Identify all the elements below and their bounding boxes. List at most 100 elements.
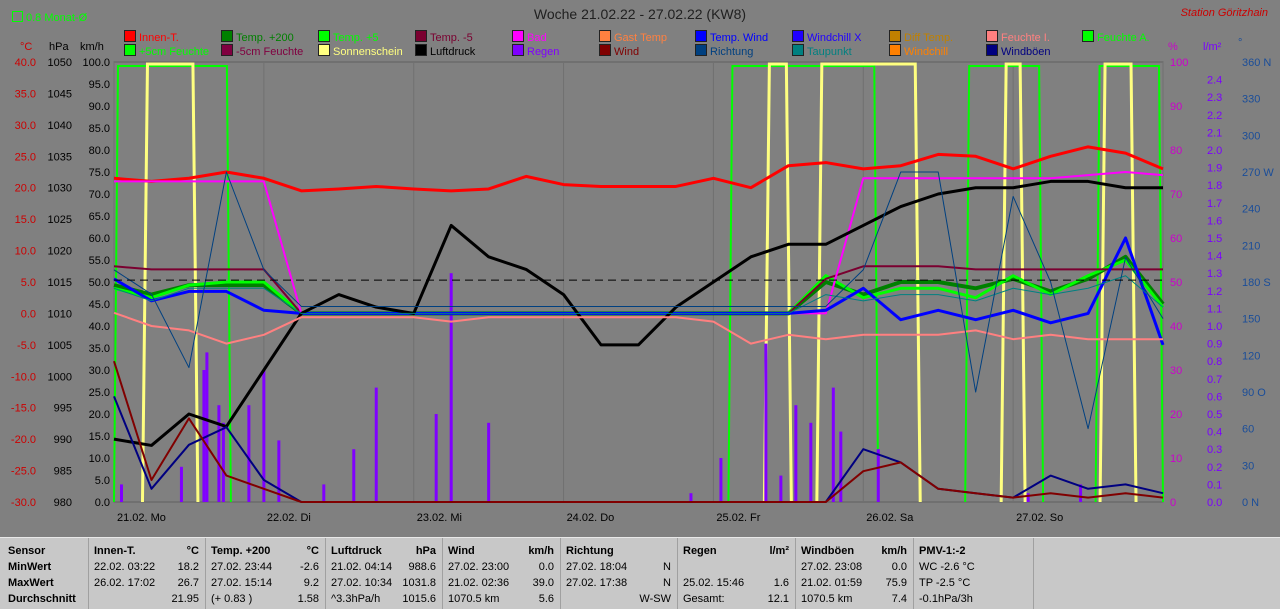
legend-item[interactable]: Richtung <box>695 44 753 58</box>
chart-title: Woche 21.02.22 - 27.02.22 (KW8) <box>533 6 747 22</box>
stats-cell-left: Gesamt: <box>683 593 725 605</box>
kmh-tick: 45.0 <box>89 299 110 311</box>
rain-bar <box>247 405 251 502</box>
lm2-tick: 1.1 <box>1207 303 1222 315</box>
legend-swatch <box>986 44 998 56</box>
legend-swatch <box>599 44 611 56</box>
legend-swatch <box>415 30 427 42</box>
legend-item[interactable]: Temp. +200 <box>221 30 294 44</box>
pct-tick: 90 <box>1170 101 1182 113</box>
legend-item[interactable]: Luftdruck <box>415 44 475 58</box>
legend-label: Sonnenschein <box>333 46 403 58</box>
legend-swatch <box>599 30 611 42</box>
stats-cell-right: °C <box>186 545 199 557</box>
rain-bar <box>374 387 378 502</box>
sunshine-period <box>140 62 200 503</box>
rain-bar <box>689 493 693 502</box>
stats-label-column: Sensor MinWert MaxWert Durchschnitt <box>0 538 89 609</box>
stats-cell-left: Temp. +200 <box>211 545 271 557</box>
lm2-tick: 1.7 <box>1207 198 1222 210</box>
legend-label: Richtung <box>710 46 754 58</box>
pct-tick: 40 <box>1170 321 1182 333</box>
avg-toggle[interactable]: 0.8 Monat-Ø <box>12 11 87 24</box>
legend-swatch <box>318 30 330 42</box>
kmh-tick: 5.0 <box>95 475 110 487</box>
temp-tick: -30.0 <box>11 497 36 509</box>
stats-cell-left: Windböen <box>801 545 855 557</box>
stats-cell-left: 26.02. 17:02 <box>94 577 156 589</box>
stats-cell-left: 1070.5 km <box>448 593 500 605</box>
dir-tick: 150 <box>1242 314 1260 326</box>
lm2-tick: 2.4 <box>1207 75 1222 87</box>
legend-item[interactable]: Windböen <box>986 44 1051 58</box>
x-tick: 25.02. Fr <box>716 512 760 524</box>
stats-cell-left: 25.02. 15:46 <box>683 577 745 589</box>
series-line <box>113 311 1163 345</box>
legend-item[interactable]: -5cm Feuchte <box>221 44 303 58</box>
kmh-tick: 30.0 <box>89 365 110 377</box>
rain-bar <box>202 370 206 502</box>
rain-bar <box>794 405 798 502</box>
dir-tick: 330 <box>1242 94 1260 106</box>
legend-item[interactable]: Feuchte A. <box>1082 30 1150 44</box>
temp-tick: 15.0 <box>15 214 36 226</box>
temp-tick: -20.0 <box>11 434 36 446</box>
rain-bar <box>262 370 266 502</box>
hpa-tick: 1040 <box>48 120 72 132</box>
temp-tick: 0.0 <box>21 308 36 320</box>
legend-item[interactable]: Temp. +5 <box>318 30 379 44</box>
rain-bar <box>217 405 221 502</box>
legend-swatch <box>124 44 136 56</box>
pct-tick: 70 <box>1170 189 1182 201</box>
stats-cell-left: Richtung <box>566 545 614 557</box>
legend-item[interactable]: Taupunkt <box>792 44 852 58</box>
temp-tick: -25.0 <box>11 466 36 478</box>
kmh-tick: 0.0 <box>95 497 110 509</box>
hpa-tick: 1045 <box>48 88 72 100</box>
stats-cell-right: hPa <box>415 545 436 557</box>
legend-item[interactable]: Sonnenschein <box>318 44 403 58</box>
stats-cell-left: TP -2.5 °C <box>919 577 971 589</box>
legend-item[interactable]: Windchill <box>889 44 948 58</box>
sunshine-period <box>762 62 793 503</box>
chart-area: °C hPa km/h% l/m² ° 40.0 35.0 30.0 25.0 20.0 15.0 1… <box>11 6 1274 524</box>
legend-item[interactable]: Feuchte I. <box>986 30 1050 44</box>
legend-item[interactable]: Innen-T. <box>124 30 179 44</box>
x-tick: 22.02. Di <box>267 512 311 524</box>
legend-item[interactable]: Regen <box>512 44 559 58</box>
pct-tick: 60 <box>1170 233 1182 245</box>
legend-swatch <box>889 30 901 42</box>
legend-item[interactable]: Temp. -5 <box>415 30 473 44</box>
lm2-tick: 0.3 <box>1207 444 1222 456</box>
weather-chart: °C hPa km/h% l/m² ° 40.0 35.0 30.0 25.0 20.0 15.0 1… <box>11 37 1274 524</box>
lm2-tick: 0.6 <box>1207 391 1222 403</box>
legend-item[interactable]: Gast Temp <box>599 30 667 44</box>
hpa-tick: 1010 <box>48 308 72 320</box>
legend-item[interactable]: Temp. Wind <box>695 30 768 44</box>
stats-cell-left: (+ 0.83 ) <box>211 593 253 605</box>
stats-cell-right: 988.6 <box>408 561 436 573</box>
legend-label: Taupunkt <box>807 46 852 58</box>
legend-swatch <box>889 44 901 56</box>
legend-item[interactable]: Wind <box>599 44 639 58</box>
checkbox-icon[interactable] <box>12 11 23 22</box>
legend-swatch <box>221 30 233 42</box>
kmh-tick: 40.0 <box>89 321 110 333</box>
legend-swatch <box>1082 30 1094 42</box>
kmh-tick: 60.0 <box>89 233 110 245</box>
stats-cell-right: 12.1 <box>767 593 789 605</box>
legend-label: Windböen <box>1001 46 1051 58</box>
pct-tick: 50 <box>1170 277 1182 289</box>
legend-label: Temp. +5 <box>333 32 379 44</box>
kmh-tick: 55.0 <box>89 255 110 267</box>
legend-item[interactable]: Windchill X <box>792 30 861 44</box>
stats-cell-right: km/h <box>528 545 554 557</box>
legend-item[interactable]: +5cm Feuchte <box>124 44 209 58</box>
stats-cell-right: N <box>663 577 671 589</box>
legend-item[interactable]: Diff Temp. <box>889 30 953 44</box>
legend-item[interactable]: Bad <box>512 30 547 44</box>
temp-tick: 10.0 <box>15 246 36 258</box>
stats-cell-left: 27.02. 18:04 <box>566 561 628 573</box>
stats-cell-right: °C <box>306 545 319 557</box>
dir-tick: 240 <box>1242 204 1260 216</box>
